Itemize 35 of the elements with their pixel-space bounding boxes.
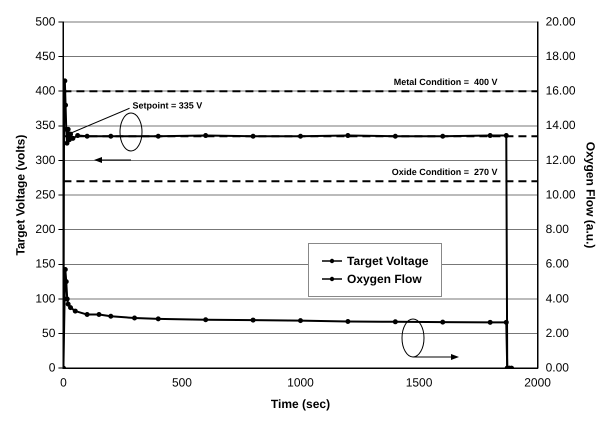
y-tick-label: 250 [35,187,56,202]
y2-tick-label: 18.00 [546,48,576,63]
x-tick-label: 0 [60,376,68,390]
x-axis-title: Time (sec) [270,397,330,412]
legend-label: Oxygen Flow [347,272,422,286]
ref-line-label: Oxide Condition = 270 V [392,167,498,178]
y2-tick-label: 0.00 [546,360,570,375]
ref-line-label: Metal Condition = 400 V [394,77,498,88]
y-tick-label: 150 [35,256,56,271]
y2-tick-label: 20.00 [546,14,576,28]
y-axis-title: Target Voltage (volts) [14,134,28,256]
x-tick-label: 1000 [287,376,314,390]
y-tick-label: 0 [48,360,56,375]
y2-axis-title: Oxygen Flow (a.u.) [583,142,598,248]
y-tick-label: 450 [35,48,56,63]
y-tick-label: 300 [35,152,56,167]
annotation: Setpoint = 335 V [132,100,202,111]
y-tick-label: 350 [35,118,56,132]
y2-tick-label: 10.00 [546,187,576,202]
x-tick-label: 500 [172,376,192,390]
legend-label: Target Voltage [347,254,429,268]
y2-tick-label: 6.00 [546,256,570,271]
y2-tick-label: 8.00 [546,222,570,236]
y2-tick-label: 14.00 [546,118,576,132]
y2-tick-label: 2.00 [546,326,570,340]
x-tick-label: 2000 [524,376,552,390]
y-tick-label: 500 [35,14,56,28]
y-tick-label: 400 [35,84,56,98]
y2-tick-label: 16.00 [546,84,576,98]
y-tick-label: 50 [42,326,56,340]
y2-tick-label: 4.00 [546,291,570,306]
y2-tick-label: 12.00 [546,152,576,167]
y-tick-label: 200 [35,222,56,236]
y-tick-label: 100 [35,291,56,306]
x-tick-label: 1500 [406,376,433,390]
